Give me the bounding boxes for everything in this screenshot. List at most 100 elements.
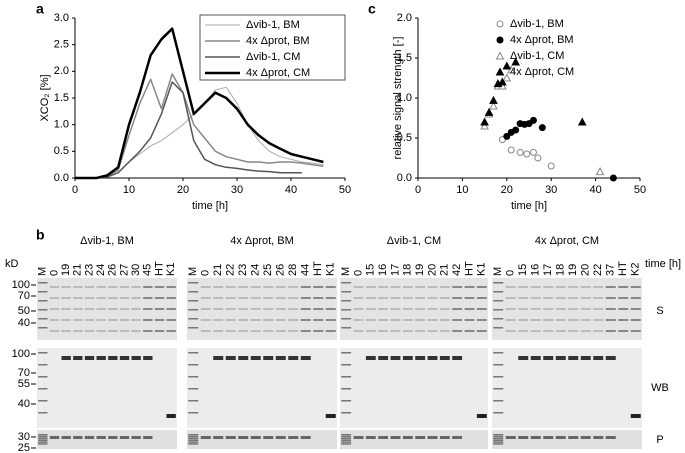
x-tick-label: 10	[123, 184, 135, 196]
gel	[492, 348, 642, 428]
band	[49, 308, 60, 310]
band	[200, 308, 211, 310]
band	[38, 364, 48, 366]
lane-label: 19	[567, 264, 579, 276]
x-axis-label: time [h]	[511, 200, 547, 212]
band	[225, 319, 236, 321]
group-title: Δvib-1, BM	[80, 235, 134, 247]
band	[131, 308, 141, 310]
band	[365, 286, 376, 288]
x-tick-label: 0	[415, 184, 421, 196]
point	[529, 116, 537, 124]
legend-label: 4x Δprot, BM	[510, 34, 574, 46]
lane-label: 23	[83, 264, 95, 276]
band	[200, 436, 211, 439]
band	[73, 286, 83, 288]
band	[353, 319, 364, 321]
band	[341, 318, 352, 320]
lane-label: 0	[48, 270, 60, 276]
point	[523, 150, 531, 158]
band	[464, 286, 475, 288]
gel	[492, 278, 642, 340]
point	[480, 117, 489, 126]
band	[439, 319, 450, 321]
band	[341, 300, 352, 302]
band	[188, 364, 199, 366]
band	[402, 330, 413, 332]
band	[84, 356, 95, 360]
lane-label: M	[340, 267, 352, 276]
band	[378, 297, 389, 299]
band	[341, 443, 352, 445]
band	[464, 297, 475, 299]
gel	[492, 430, 642, 449]
lane-label: 0	[505, 270, 517, 276]
y-tick-label: 2.5	[54, 39, 69, 51]
band	[250, 286, 261, 288]
y-tick-label: 1.5	[54, 92, 69, 104]
band	[300, 330, 311, 332]
band	[630, 330, 641, 332]
band	[200, 330, 211, 332]
band	[439, 297, 450, 299]
band	[61, 319, 71, 321]
band	[166, 297, 176, 299]
band	[131, 297, 141, 299]
band	[493, 388, 504, 390]
marker-size: 40	[18, 317, 30, 329]
band	[108, 330, 118, 332]
band	[96, 436, 106, 439]
y-tick-label: 1.0	[54, 119, 69, 131]
band	[250, 308, 261, 310]
band	[452, 436, 463, 439]
band	[73, 319, 83, 321]
band	[555, 330, 566, 332]
band	[108, 297, 118, 299]
band	[493, 434, 504, 436]
y-tick-label: 1.0	[397, 92, 412, 104]
band	[378, 286, 389, 288]
band	[225, 308, 236, 310]
band	[402, 356, 413, 360]
band	[96, 286, 106, 288]
lane-label: 24	[95, 264, 107, 276]
band	[593, 330, 604, 332]
band	[427, 356, 438, 360]
band	[49, 330, 60, 332]
marker-size: 70	[18, 367, 30, 379]
lane-label: M	[37, 267, 49, 276]
band	[341, 376, 352, 378]
band	[593, 436, 604, 439]
band	[325, 297, 336, 299]
band	[119, 308, 130, 310]
band	[618, 297, 629, 299]
y-tick-label: 3.0	[54, 12, 69, 24]
band	[593, 297, 604, 299]
gel	[187, 348, 337, 428]
group-title: 4x Δprot, CM	[535, 235, 599, 247]
band	[568, 297, 579, 299]
band	[166, 286, 176, 288]
band	[341, 437, 352, 440]
lane-label: M	[187, 267, 199, 276]
band	[38, 309, 48, 311]
band	[119, 319, 130, 321]
band	[238, 308, 249, 310]
point	[489, 95, 498, 104]
y-axis-label: relative signal strength [-]	[392, 37, 404, 160]
legend-marker	[495, 51, 505, 60]
x-axis-label: time [h]	[192, 200, 228, 212]
band	[415, 308, 426, 310]
band	[378, 356, 389, 360]
band	[300, 436, 311, 439]
band	[493, 443, 504, 445]
band	[119, 330, 130, 332]
row-label: S	[656, 305, 663, 317]
band	[341, 291, 352, 293]
band	[568, 436, 579, 439]
band	[493, 282, 504, 284]
band	[476, 319, 487, 321]
band	[38, 352, 48, 354]
band	[402, 297, 413, 299]
band	[378, 319, 389, 321]
